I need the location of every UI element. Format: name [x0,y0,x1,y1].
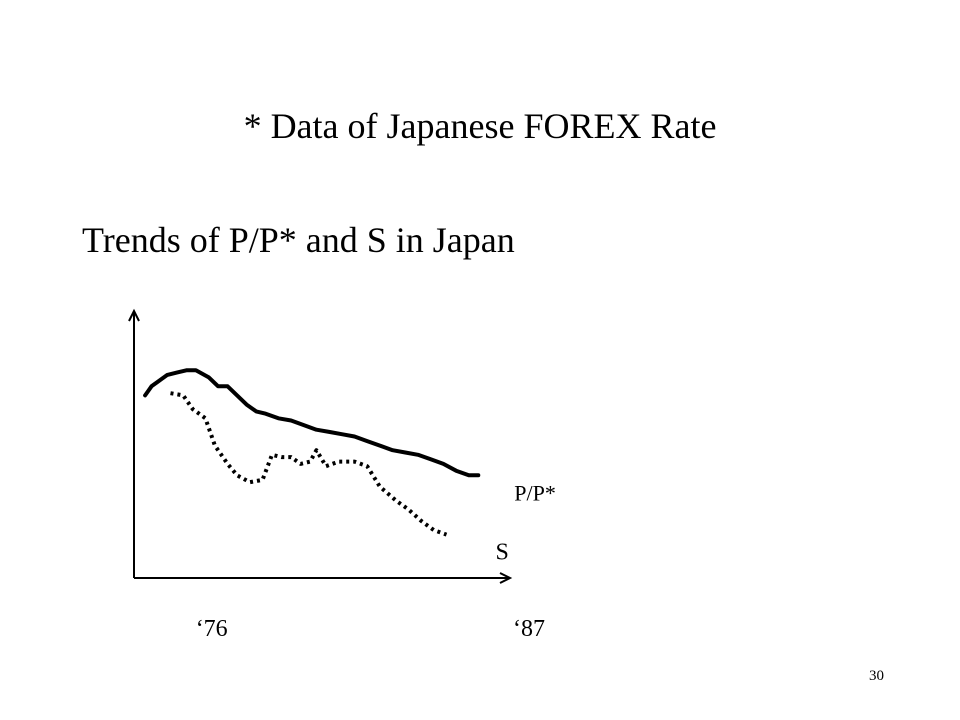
chart-axes [128,308,513,584]
series-label-p-ratio: P/P* [514,480,556,505]
series-layer [143,368,481,537]
series-label-s-rate: S [496,540,509,566]
label-layer: P/P* S ‘76 ‘87 [196,480,556,642]
x-axis-arrowhead [499,572,513,584]
x-tick-label: ‘76 [196,616,228,642]
x-tick-label: ‘87 [513,616,545,642]
slide-heading: * Data of Japanese FOREX Rate [243,106,717,146]
slide-subheading: Trends of P/P* and S in Japan [82,220,515,260]
series-line-p-ratio [143,368,481,478]
page-number: 30 [869,668,884,684]
y-axis-arrowhead [128,308,140,322]
series-line-s-rate [170,391,448,537]
